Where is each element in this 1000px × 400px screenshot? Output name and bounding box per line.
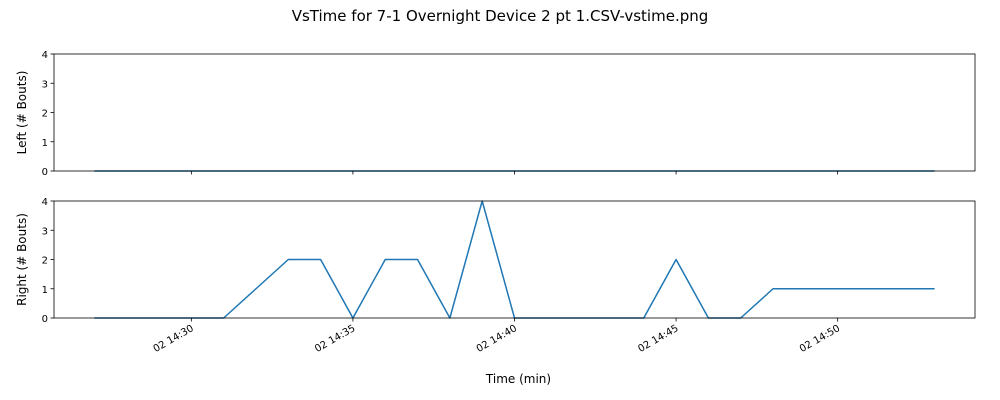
- y-tick-label: 1: [42, 285, 48, 296]
- y-tick-label: 0: [42, 314, 48, 325]
- y-tick-label: 1: [42, 138, 48, 149]
- x-tick-label: 02 14:40: [475, 323, 519, 355]
- y-tick-label: 0: [42, 167, 48, 178]
- right-panel: 0 1 2 3 4 Right (# Bouts) 02 14:30 02 14:35 02 1…: [15, 197, 976, 386]
- chart-title: VsTime for 7-1 Overnight Device 2 pt 1.C…: [292, 7, 709, 25]
- y-tick-label: 4: [42, 197, 48, 208]
- x-tick-label: 02 14:35: [313, 323, 357, 355]
- left-panel: 0 1 2 3 4 Left (# Bouts): [15, 50, 976, 178]
- series-line: [94, 200, 935, 319]
- plot-frame: [53, 53, 976, 172]
- y-tick-label: 3: [42, 226, 48, 237]
- x-tick-label: 02 14:50: [798, 323, 842, 355]
- x-tick-label: 02 14:30: [152, 323, 196, 355]
- y-tick-label: 2: [42, 256, 48, 267]
- plot-frame: [53, 200, 976, 319]
- y-tick-label: 2: [42, 109, 48, 120]
- y-axis-label: Left (# Bouts): [15, 71, 29, 155]
- y-tick-label: 4: [42, 50, 48, 61]
- y-axis-label: Right (# Bouts): [15, 213, 29, 306]
- x-tick-label: 02 14:45: [636, 323, 680, 355]
- y-tick-label: 3: [42, 79, 48, 90]
- x-axis-label: Time (min): [485, 372, 551, 386]
